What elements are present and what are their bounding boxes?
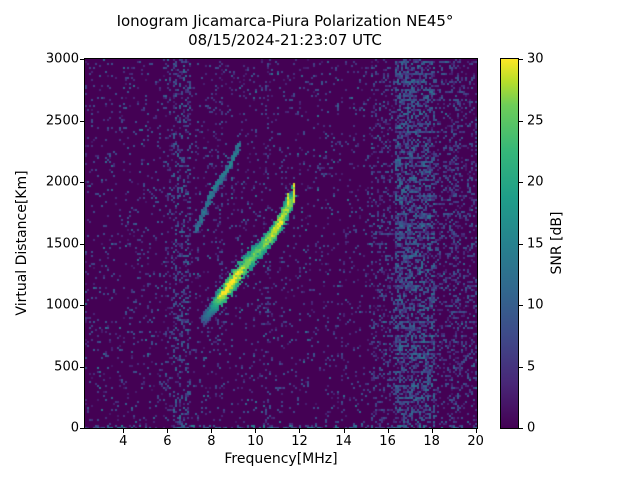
y-tick-label: 0 bbox=[70, 420, 79, 436]
colorbar-tick-label: 25 bbox=[527, 113, 544, 128]
y-tick-label: 2500 bbox=[45, 113, 79, 128]
plot-area bbox=[85, 59, 477, 428]
y-tick-mark bbox=[80, 182, 84, 183]
colorbar-tick-label: 10 bbox=[527, 297, 544, 313]
colorbar-tick-mark bbox=[519, 428, 523, 429]
y-tick-mark bbox=[80, 120, 84, 122]
x-tick-label: 10 bbox=[247, 434, 264, 449]
colorbar-label: SNR [dB] bbox=[549, 211, 565, 275]
x-tick-mark bbox=[475, 429, 477, 433]
x-axis-label: Frequency[MHz] bbox=[224, 451, 338, 467]
x-tick-mark bbox=[299, 429, 301, 433]
x-tick-label: 16 bbox=[379, 434, 396, 449]
plot-subtitle: 08/15/2024-21:23:07 UTC bbox=[188, 31, 382, 49]
x-tick-mark bbox=[211, 429, 213, 433]
y-tick-mark bbox=[80, 428, 84, 429]
x-tick-label: 18 bbox=[423, 434, 440, 449]
colorbar-tick-label: 15 bbox=[527, 236, 544, 251]
colorbar-tick-label: 20 bbox=[527, 174, 544, 190]
colorbar-tick-label: 0 bbox=[527, 420, 536, 436]
y-tick-mark bbox=[80, 366, 84, 368]
y-axis-label: Virtual Distance[Km] bbox=[14, 170, 30, 316]
x-tick-label: 6 bbox=[163, 434, 172, 449]
x-tick-label: 12 bbox=[291, 434, 308, 449]
colorbar-gradient bbox=[501, 59, 518, 428]
colorbar-tick-mark bbox=[519, 243, 523, 245]
y-tick-label: 1000 bbox=[45, 297, 79, 313]
colorbar-tick-mark bbox=[519, 59, 523, 60]
y-tick-label: 500 bbox=[54, 359, 79, 374]
colorbar-tick-label: 30 bbox=[527, 51, 544, 67]
x-tick-mark bbox=[343, 429, 345, 433]
x-tick-mark bbox=[123, 429, 125, 433]
y-tick-label: 3000 bbox=[45, 51, 79, 67]
x-tick-label: 20 bbox=[467, 434, 484, 449]
colorbar-tick-mark bbox=[519, 120, 523, 122]
colorbar-tick-mark bbox=[519, 305, 523, 306]
x-tick-mark bbox=[167, 429, 169, 433]
colorbar-tick-mark bbox=[519, 366, 523, 368]
colorbar-tick-mark bbox=[519, 182, 523, 183]
x-tick-label: 4 bbox=[119, 434, 128, 449]
x-tick-mark bbox=[387, 429, 389, 433]
x-tick-label: 14 bbox=[335, 434, 352, 449]
x-tick-mark bbox=[431, 429, 433, 433]
plot-title: Ionogram Jicamarca-Piura Polarization NE… bbox=[116, 12, 454, 30]
y-tick-mark bbox=[80, 59, 84, 60]
x-tick-label: 8 bbox=[207, 434, 216, 449]
ionogram-heatmap bbox=[85, 59, 477, 428]
y-tick-label: 2000 bbox=[45, 174, 79, 190]
y-tick-label: 1500 bbox=[45, 236, 79, 251]
y-tick-mark bbox=[80, 305, 84, 306]
x-tick-mark bbox=[255, 429, 257, 433]
colorbar-tick-label: 5 bbox=[527, 359, 536, 374]
y-tick-mark bbox=[80, 243, 84, 245]
